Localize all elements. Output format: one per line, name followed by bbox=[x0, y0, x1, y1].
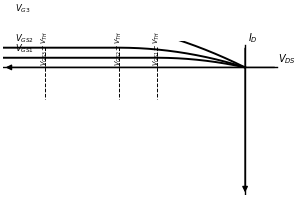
Text: $I_D$: $I_D$ bbox=[248, 31, 258, 45]
Text: $V_{G3}$: $V_{G3}$ bbox=[15, 2, 31, 15]
Text: $V_{GS2}$: $V_{GS2}$ bbox=[15, 32, 34, 45]
Text: $V_{GS3}-V_{TH}$: $V_{GS3}-V_{TH}$ bbox=[40, 30, 50, 66]
Text: $V_{GS1}$: $V_{GS1}$ bbox=[15, 42, 34, 55]
Text: $V_{DS}$: $V_{DS}$ bbox=[278, 52, 296, 66]
Text: $V_{GS1}-V_{TH}$: $V_{GS1}-V_{TH}$ bbox=[152, 30, 162, 66]
Text: $V_{GS2}-V_{TH}$: $V_{GS2}-V_{TH}$ bbox=[114, 30, 124, 66]
